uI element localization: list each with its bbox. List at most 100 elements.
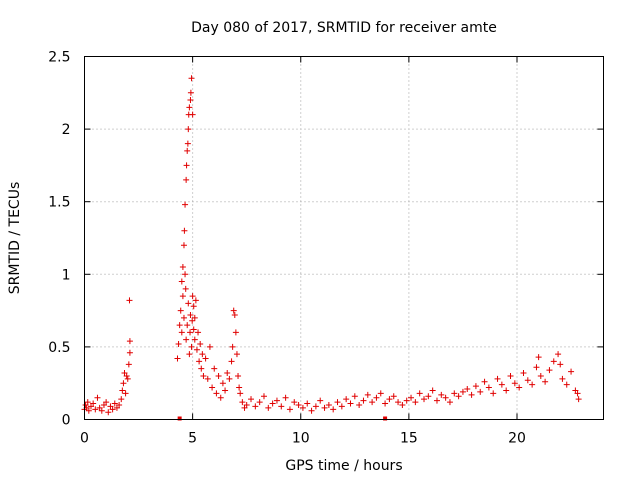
data-point [239, 399, 246, 406]
data-point [215, 372, 222, 379]
data-point [243, 401, 250, 408]
x-axis-label: GPS time / hours [285, 458, 402, 474]
data-point [197, 340, 204, 347]
data-point [94, 394, 101, 401]
data-point [124, 375, 131, 382]
data-point [189, 293, 196, 300]
data-point [237, 390, 244, 397]
data-point [248, 396, 255, 403]
data-point [202, 355, 209, 362]
data-point [188, 343, 195, 350]
data-point [187, 311, 194, 318]
data-point [338, 403, 345, 410]
data-point [185, 300, 192, 307]
data-point [232, 329, 239, 336]
data-point [230, 307, 237, 314]
x-tick-label: 0 [80, 431, 89, 447]
data-point [252, 403, 259, 410]
data-point [542, 378, 549, 385]
data-point [187, 89, 194, 96]
data-point [90, 400, 97, 407]
data-point [442, 394, 449, 401]
data-point [211, 365, 218, 372]
data-point [190, 303, 197, 310]
data-point [377, 390, 384, 397]
data-point [256, 399, 263, 406]
data-point [184, 140, 191, 147]
data-point [269, 400, 276, 407]
data-point [464, 386, 471, 393]
data-point [330, 406, 337, 413]
data-point [321, 404, 328, 411]
data-point [231, 311, 238, 318]
data-point [555, 351, 562, 358]
data-point [481, 378, 488, 385]
data-point [190, 326, 197, 333]
data-point [575, 396, 582, 403]
data-point [175, 340, 182, 347]
data-point [537, 372, 544, 379]
data-point [516, 384, 523, 391]
data-point [188, 75, 195, 82]
x-tick-label: 5 [188, 431, 197, 447]
data-point [408, 394, 415, 401]
y-tick-label: 1.5 [48, 195, 70, 211]
data-point [186, 351, 193, 358]
data-point [120, 380, 127, 387]
data-point [312, 403, 319, 410]
y-tick-labels: 0 0.5 1 1.5 2 2.5 [48, 50, 70, 429]
data-point [206, 343, 213, 350]
data-point [524, 377, 531, 384]
data-point [122, 390, 129, 397]
data-point [126, 349, 133, 356]
data-point [386, 396, 393, 403]
data-point [111, 400, 118, 407]
data-point [123, 372, 130, 379]
data-point [273, 397, 280, 404]
data-point [191, 336, 198, 343]
data-point [224, 370, 231, 377]
data-point [235, 372, 242, 379]
data-point [356, 401, 363, 408]
data-point [195, 329, 202, 336]
data-point [498, 381, 505, 388]
data-point [226, 375, 233, 382]
data-point [503, 387, 510, 394]
data-point [189, 111, 196, 118]
data-point [109, 406, 116, 413]
data-point [546, 367, 553, 374]
gap-marker [383, 416, 388, 421]
data-point [187, 97, 194, 104]
data-point [494, 375, 501, 382]
data-point [455, 393, 462, 400]
data-point [103, 399, 110, 406]
gap-markers [177, 416, 388, 421]
data-point [178, 278, 185, 285]
data-point [98, 407, 105, 414]
y-axis-label: SRMTID / TECUs [7, 182, 23, 295]
data-point [199, 351, 206, 358]
data-point [529, 381, 536, 388]
y-tick-label: 2.5 [48, 50, 70, 66]
y-tick-label: 0.5 [48, 340, 70, 356]
data-point [557, 361, 564, 368]
data-point [118, 396, 125, 403]
data-point [425, 393, 432, 400]
data-point [429, 387, 436, 394]
data-point [550, 358, 557, 365]
gridlines [84, 56, 604, 420]
data-point [299, 404, 306, 411]
data-point [433, 397, 440, 404]
data-point [125, 361, 132, 368]
x-tick-label: 20 [508, 431, 526, 447]
data-point [399, 401, 406, 408]
y-tick-label: 2 [62, 122, 71, 138]
data-point [192, 297, 199, 304]
data-point [178, 329, 185, 336]
data-point [291, 399, 298, 406]
data-point [490, 390, 497, 397]
data-point [520, 370, 527, 377]
data-point [174, 355, 181, 362]
data-point [468, 391, 475, 398]
